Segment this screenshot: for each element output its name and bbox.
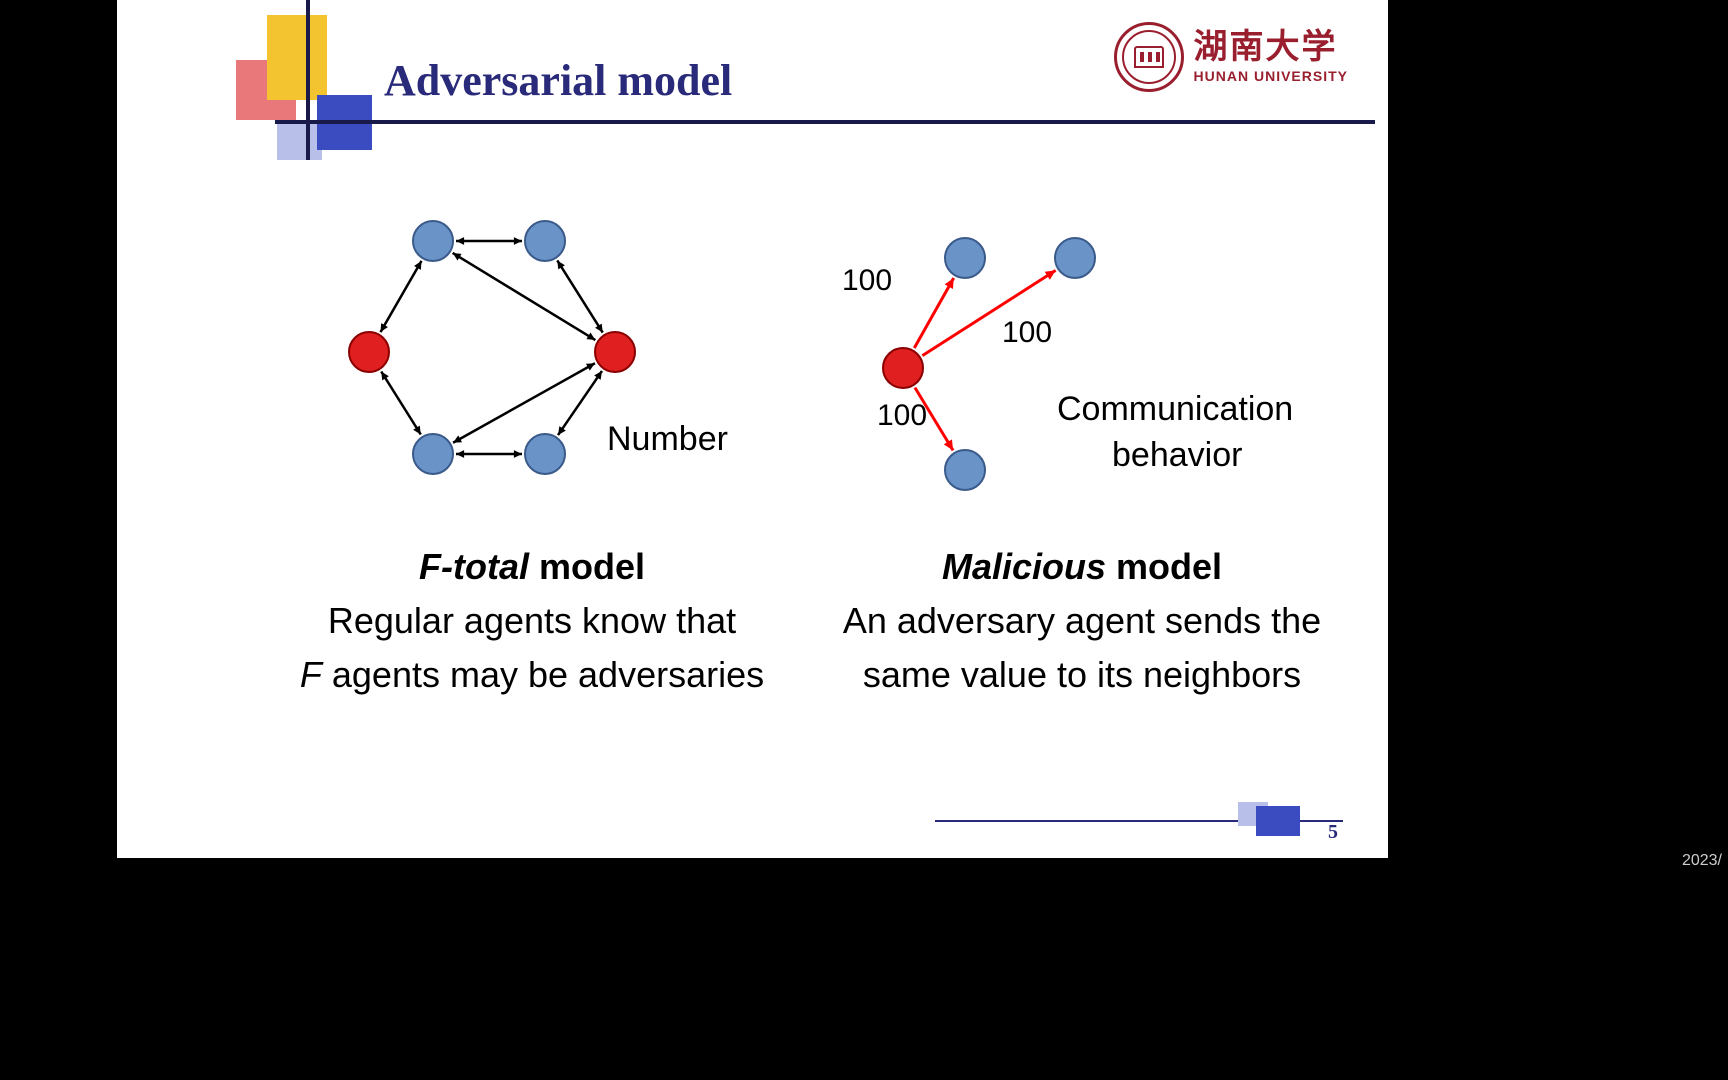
svg-text:100: 100 [877,399,927,432]
svg-text:100: 100 [842,264,892,297]
footer-blue-block [1256,806,1300,836]
right-diagram-label-line2: behavior [1112,436,1242,475]
left-line1: Regular agents know that [257,594,807,648]
slide: Adversarial model 湖南大学 HUNAN UNIVERSITY … [117,0,1388,858]
date-fragment: 2023/ [1682,852,1722,870]
right-heading-rest: model [1106,546,1222,587]
right-line2: same value to its neighbors [807,648,1357,702]
left-line2-italic: F [300,654,322,695]
right-diagram-label-line1: Communication [1057,390,1293,429]
svg-text:100: 100 [1002,316,1052,349]
left-diagram-label: Number [607,420,728,459]
left-heading-rest: model [529,546,645,587]
page-number: 5 [1328,821,1338,844]
left-line2-rest: agents may be adversaries [322,654,764,695]
left-text-block: F-total model Regular agents know that F… [257,540,807,702]
right-heading-italic: Malicious [942,546,1106,587]
right-line1: An adversary agent sends the [807,594,1357,648]
right-text-block: Malicious model An adversary agent sends… [807,540,1357,702]
left-heading-italic: F-total [419,546,529,587]
